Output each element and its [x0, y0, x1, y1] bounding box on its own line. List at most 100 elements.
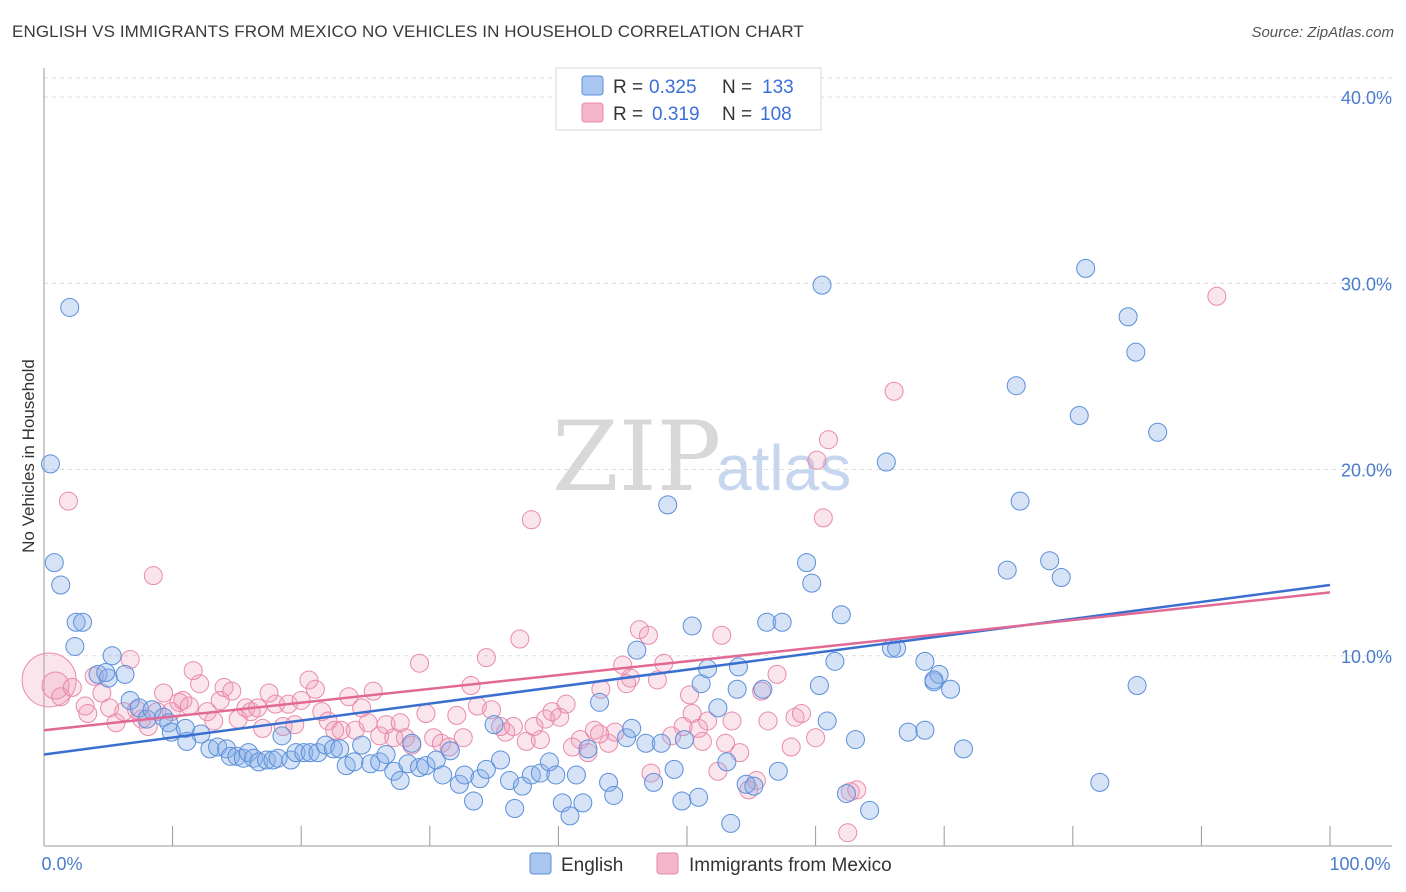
english-point [470, 769, 490, 789]
mexico-point [716, 733, 736, 753]
legend-english-r-label: R = [613, 77, 643, 98]
english-point [449, 774, 469, 794]
mexico-point [818, 430, 838, 450]
english-point [772, 612, 792, 632]
english-point [812, 275, 832, 295]
mexico-point [521, 510, 541, 530]
english-point [836, 784, 856, 804]
english-point [1076, 258, 1096, 278]
mexico-point [476, 648, 496, 668]
english-point [953, 739, 973, 759]
english-point [898, 722, 918, 742]
english-point [1118, 307, 1138, 327]
english-point [227, 746, 247, 766]
mexico-point [680, 685, 700, 705]
mexico-point [190, 674, 210, 694]
mexico-point [722, 711, 742, 731]
english-point [682, 616, 702, 636]
english-point [88, 664, 108, 684]
english-point [233, 748, 253, 768]
english-point [96, 663, 116, 683]
english-point [566, 765, 586, 785]
mexico-point [75, 696, 95, 716]
english-point [664, 759, 684, 779]
english-point [831, 605, 851, 625]
english-point [65, 636, 85, 656]
mexico-point [758, 711, 778, 731]
english-point [1010, 491, 1030, 511]
chart-title: ENGLISH VS IMMIGRANTS FROM MEXICO NO VEH… [12, 22, 804, 41]
y-tick-label-40: 40.0% [1341, 88, 1392, 108]
english-point [1006, 376, 1026, 396]
english-point [464, 791, 484, 811]
english-point [802, 573, 822, 593]
mexico-point [510, 629, 530, 649]
y-tick-label-20: 20.0% [1341, 461, 1392, 481]
legend-mexico-r-label: R = [613, 104, 643, 125]
english-points [40, 258, 1168, 833]
english-point [500, 771, 520, 791]
mexico-trend-line [43, 591, 1331, 732]
legend-english-swatch [581, 75, 604, 96]
english-point [941, 679, 961, 699]
english-point [727, 679, 747, 699]
english-point [308, 743, 328, 763]
mexico-point [767, 664, 787, 684]
english-point [768, 761, 788, 781]
watermark-atlas: atlas [716, 432, 851, 504]
english-point [708, 698, 728, 718]
english-point [736, 774, 756, 794]
english-point [809, 676, 829, 696]
mexico-point [424, 728, 444, 748]
source-label: Source: ZipAtlas.com [1251, 24, 1394, 41]
y-axis-tick-labels: 10.0% 20.0% 30.0% 40.0% [1341, 88, 1392, 667]
english-point [636, 733, 656, 753]
legend-english-n-value: 133 [762, 77, 794, 98]
english-point [200, 739, 220, 759]
legend-mexico-swatch [581, 102, 604, 123]
mexico-point [154, 683, 174, 703]
mexico-point [807, 450, 827, 470]
mexico-point [363, 681, 383, 701]
mexico-point [638, 625, 658, 645]
english-point [272, 726, 292, 746]
english-point [546, 765, 566, 785]
mexico-point [503, 717, 523, 737]
mexico-point [21, 652, 77, 708]
english-point [672, 791, 692, 811]
mexico-point [120, 649, 140, 669]
english-point [797, 553, 817, 573]
mexico-point [143, 566, 163, 586]
english-point [658, 495, 678, 515]
x-axis-ticks [43, 826, 1331, 846]
english-point [1051, 568, 1071, 588]
mexico-point [370, 726, 390, 746]
english-point [294, 743, 314, 763]
mexico-point [58, 491, 78, 511]
english-point [115, 664, 135, 684]
english-point [51, 575, 71, 595]
x-tick-label-max: 100.0% [1329, 854, 1390, 874]
english-point [390, 771, 410, 791]
mexico-point [305, 679, 325, 699]
mexico-point [482, 700, 502, 720]
english-point [416, 756, 436, 776]
english-point [590, 692, 610, 712]
english-point [929, 664, 949, 684]
english-point [924, 670, 944, 690]
english-point [744, 776, 764, 796]
legend-top: R = 0.325 N = 133 R = 0.319 N = 108 [555, 67, 822, 131]
english-point [674, 730, 694, 750]
mexico-point [179, 696, 199, 716]
english-point [323, 739, 343, 759]
english-point [60, 297, 80, 317]
english-point [860, 800, 880, 820]
english-point [1090, 772, 1110, 792]
english-point [644, 772, 664, 792]
english-point [491, 750, 511, 770]
mexico-point [781, 737, 801, 757]
mexico-point [299, 670, 319, 690]
english-point [753, 679, 773, 699]
english-point [573, 793, 593, 813]
